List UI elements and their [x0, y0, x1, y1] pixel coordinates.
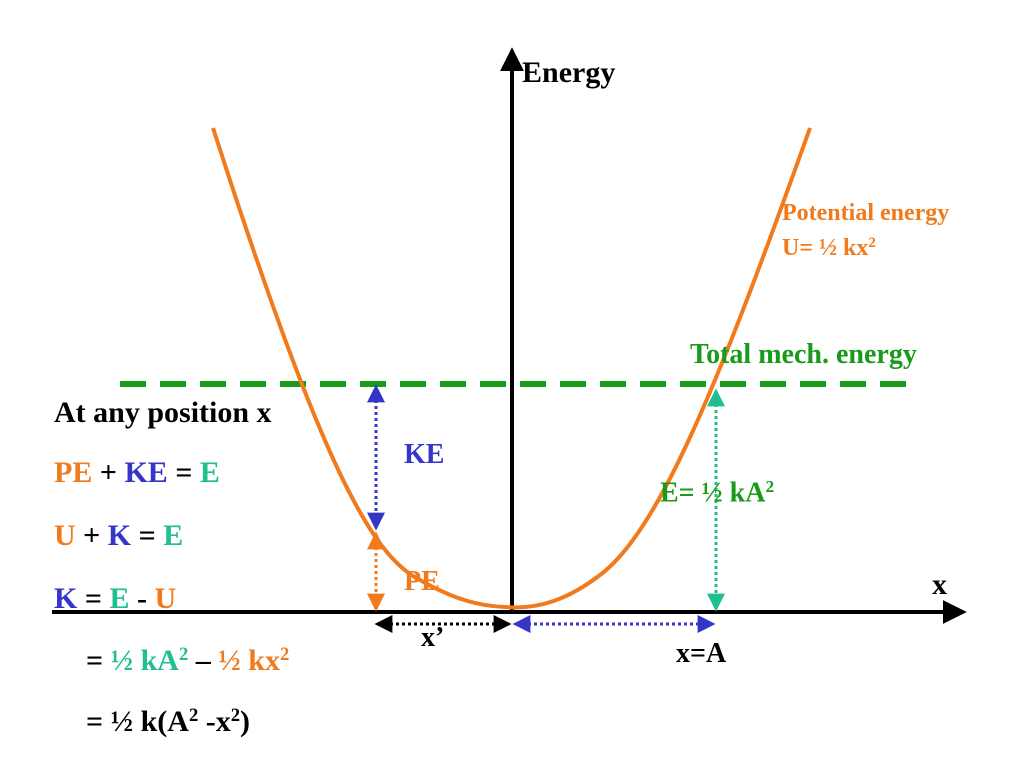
total-energy-formula: E= ½ kA2 — [660, 478, 774, 508]
equation-line-1: PE + KE = E — [54, 458, 220, 488]
eq2-term-a: U — [54, 519, 76, 552]
x-equals-a-label: x=A — [676, 638, 727, 669]
ke-label: KE — [404, 439, 445, 470]
energy-formula-main: E= ½ kA — [660, 477, 766, 509]
eq1-term-c: E — [199, 456, 220, 489]
formula-exponent: 2 — [868, 235, 876, 251]
equation-line-5: = ½ k(A2 -x2) — [86, 705, 251, 739]
eq4-equals: = — [86, 644, 111, 678]
eq3-term-b: E — [109, 582, 130, 615]
potential-energy-curve — [211, 127, 812, 610]
eq4-term-b-exponent: 2 — [279, 644, 290, 665]
eq4-term-a: ½ kA — [110, 644, 179, 678]
eq5-end: ) — [240, 705, 251, 739]
eq4-term-b: ½ kx — [218, 644, 280, 678]
eq2-op-2: = — [131, 519, 164, 552]
eq4-minus: – — [188, 644, 219, 678]
energy-formula-exponent: 2 — [765, 477, 775, 496]
x-prime-label: x’ — [421, 622, 445, 653]
potential-energy-label: Potential energy — [782, 200, 950, 226]
potential-energy-formula: U= ½ kx2 — [782, 235, 876, 262]
eq5-mid: -x — [198, 705, 231, 739]
eq2-op-1: + — [75, 519, 108, 552]
equations-heading: At any position x — [54, 396, 272, 429]
eq1-term-a: PE — [54, 456, 93, 489]
eq1-op-2: = — [167, 456, 200, 489]
equation-line-3: K = E - U — [54, 584, 176, 614]
y-axis-label: Energy — [522, 56, 616, 89]
formula-prefix: U= — [782, 235, 820, 262]
eq2-term-b: K — [107, 519, 132, 552]
eq5-exponent-1: 2 — [188, 705, 199, 726]
eq5-start: = ½ k(A — [86, 705, 189, 739]
eq3-op-1: = — [77, 582, 110, 615]
equation-line-2: U + K = E — [54, 521, 183, 551]
eq2-term-c: E — [163, 519, 184, 552]
eq3-term-c: U — [154, 582, 177, 615]
x-axis-label: x — [932, 568, 947, 601]
eq4-term-a-exponent: 2 — [178, 644, 189, 665]
equation-line-4: = ½ kA2 – ½ kx2 — [86, 644, 290, 678]
eq3-op-2: - — [129, 582, 155, 615]
eq1-term-b: KE — [124, 456, 168, 489]
formula-expr: ½ kx — [819, 235, 869, 262]
total-energy-label: Total mech. energy — [690, 339, 917, 370]
eq5-exponent-2: 2 — [230, 705, 241, 726]
eq3-term-a: K — [54, 582, 78, 615]
eq1-op-1: + — [92, 456, 125, 489]
pe-label: PE — [404, 566, 440, 597]
